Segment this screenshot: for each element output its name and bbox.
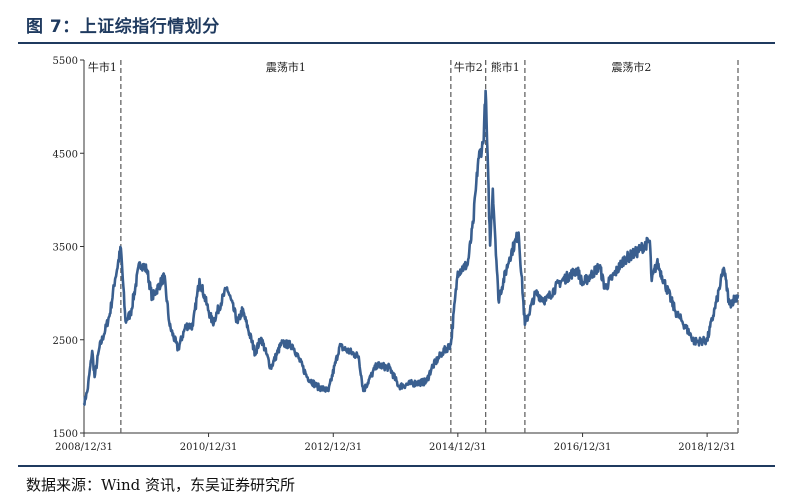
phase-label: 牛市2	[454, 60, 483, 74]
shanghai-composite-chart: 5500 4500 3500 2500 1500 2008/12/31 2010/12/31…	[53, 56, 740, 453]
x-tick-label: 2014/12/31	[429, 442, 487, 453]
x-tick-label: 2008/12/31	[55, 442, 113, 453]
phase-labels: 牛市1 震荡市1 牛市2 熊市1 震荡市2	[88, 60, 652, 74]
series-line-group	[82, 89, 740, 406]
figure-title: 图 7：上证综指行情划分	[26, 17, 220, 37]
phase-label: 牛市1	[88, 60, 117, 74]
title-rule	[18, 42, 775, 44]
y-tick-label: 3500	[53, 243, 78, 254]
y-tick-label: 4500	[53, 149, 78, 160]
y-tick-label: 2500	[53, 336, 78, 347]
x-tick-label: 2016/12/31	[554, 442, 612, 453]
phase-label: 震荡市1	[266, 60, 306, 74]
x-tick-label: 2018/12/31	[678, 442, 736, 453]
axes: 5500 4500 3500 2500 1500 2008/12/31 2010/12/31…	[53, 56, 738, 453]
phase-label: 震荡市2	[611, 60, 651, 74]
source-note: 数据来源：Wind 资讯，东吴证券研究所	[26, 476, 295, 494]
x-tick-label: 2012/12/31	[304, 442, 362, 453]
series-line	[82, 89, 740, 406]
source-rule	[18, 465, 775, 467]
y-tick-label: 5500	[53, 56, 78, 67]
y-tick-label: 1500	[53, 429, 78, 440]
x-tick-label: 2010/12/31	[180, 442, 238, 453]
phase-label: 熊市1	[491, 60, 520, 74]
